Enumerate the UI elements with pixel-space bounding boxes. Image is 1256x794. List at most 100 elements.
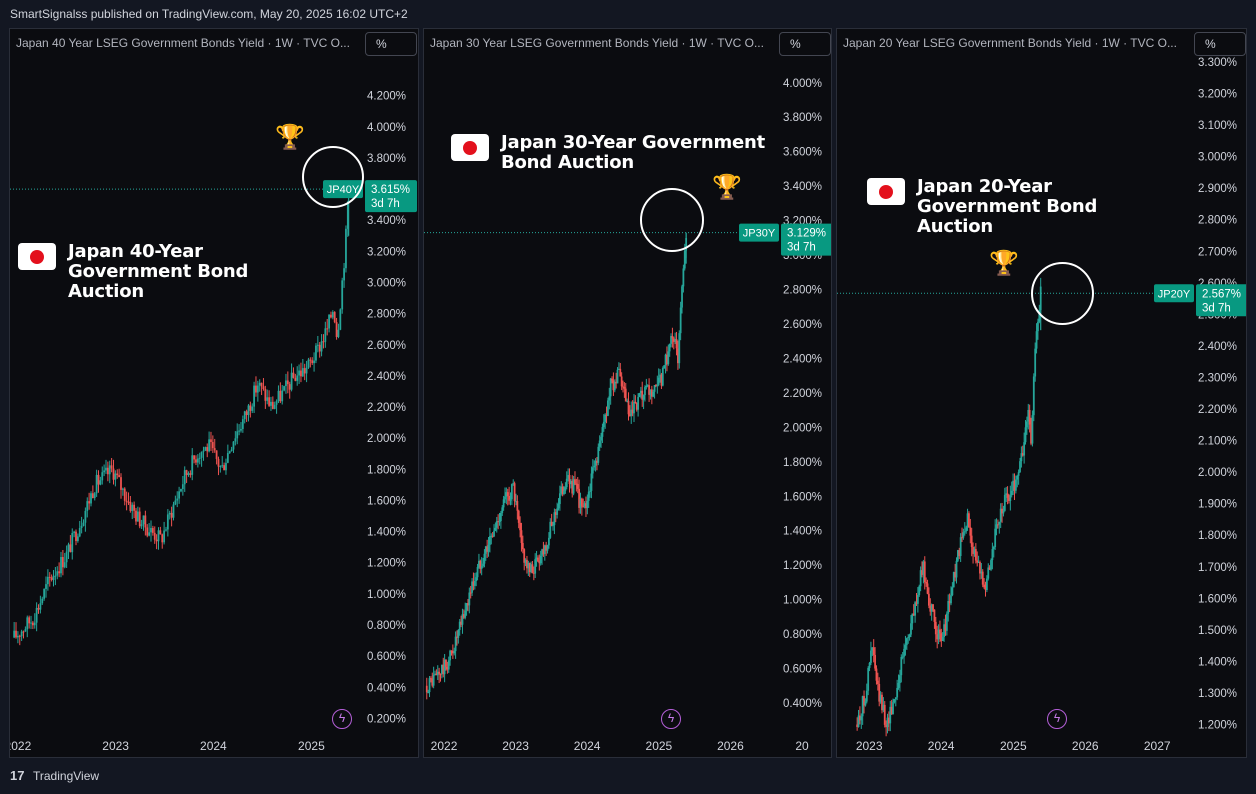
- annotation-30y: Japan 30-Year Government Bond Auction: [451, 133, 771, 173]
- y-tick-label: 2.600%: [367, 340, 406, 352]
- y-tick-label: 2.000%: [367, 433, 406, 445]
- candle-body: [88, 501, 91, 504]
- candle-body: [958, 550, 961, 557]
- candle-body: [270, 401, 272, 406]
- candle-body: [494, 527, 497, 531]
- y-tick-label: 3.400%: [783, 181, 822, 193]
- candle-body: [583, 503, 586, 507]
- candle-body: [462, 614, 465, 618]
- candle-body: [976, 560, 979, 563]
- candle-body: [980, 571, 983, 574]
- candle-body: [251, 406, 254, 411]
- candle-body: [630, 409, 633, 416]
- percent-scale-button[interactable]: %: [365, 32, 417, 56]
- candle-body: [921, 570, 923, 575]
- tradingview-logo-icon[interactable]: 17: [10, 768, 25, 783]
- candle-body: [552, 525, 554, 527]
- candle-body: [146, 527, 149, 536]
- lightning-icon[interactable]: ϟ: [1047, 709, 1067, 729]
- candle-body: [576, 484, 579, 489]
- candle-body: [638, 393, 641, 397]
- symbol-tag: [739, 223, 779, 242]
- candle-body: [613, 381, 616, 391]
- candle-body: [181, 484, 184, 489]
- candle-body: [672, 338, 675, 342]
- percent-scale-button[interactable]: %: [1194, 32, 1246, 56]
- last-value-label: 3.615%: [371, 184, 410, 196]
- candle-body: [635, 403, 638, 410]
- candle-body: [469, 592, 472, 594]
- y-tick-label: 1.800%: [1198, 530, 1237, 542]
- candle-body: [675, 339, 678, 349]
- y-tick-label: 1.600%: [1198, 593, 1237, 605]
- lightning-icon[interactable]: ϟ: [661, 709, 681, 729]
- y-tick-label: 3.800%: [367, 153, 406, 165]
- candle-body: [532, 572, 535, 574]
- y-tick-label: 2.300%: [1198, 372, 1237, 384]
- y-tick-label: 3.200%: [1198, 89, 1237, 101]
- candle-body: [934, 621, 937, 635]
- candle-body: [991, 549, 994, 561]
- tradingview-brand[interactable]: TradingView: [33, 769, 100, 783]
- candle-body: [159, 530, 162, 535]
- candle-body: [984, 587, 987, 591]
- candle-body: [863, 696, 865, 706]
- candle-body: [510, 484, 513, 500]
- candle-body: [857, 715, 860, 727]
- candle-body: [168, 512, 171, 515]
- candle-body: [1024, 427, 1027, 443]
- candle-body: [67, 544, 70, 552]
- candle-body: [127, 501, 130, 503]
- y-tick-label: 2.600%: [783, 319, 822, 331]
- candle-body: [331, 312, 334, 318]
- percent-scale-button[interactable]: %: [779, 32, 831, 56]
- candle-body: [912, 613, 915, 616]
- candle-body: [290, 372, 293, 390]
- symbol-label: JP20Y: [1158, 288, 1191, 300]
- candle-body: [517, 510, 520, 523]
- y-tick-label: 0.800%: [783, 629, 822, 641]
- candle-body: [622, 386, 624, 388]
- x-tick-label: 20: [795, 739, 809, 753]
- candle-body: [594, 460, 597, 466]
- candles: [425, 232, 688, 700]
- candle-body: [648, 385, 650, 395]
- candle-body: [608, 396, 611, 401]
- y-tick-label: 1.200%: [783, 560, 822, 572]
- candle-body: [941, 637, 944, 642]
- candle-body: [642, 395, 645, 400]
- y-tick-label: 0.600%: [783, 664, 822, 676]
- candle-body: [479, 560, 482, 569]
- chart-title: Japan 20 Year LSEG Government Bonds Yiel…: [843, 36, 1177, 50]
- y-tick-label: 2.800%: [1198, 215, 1237, 227]
- candle-body: [324, 328, 327, 342]
- candle-body: [925, 582, 928, 584]
- candle-body: [926, 583, 929, 594]
- y-tick-label: 1.600%: [783, 491, 822, 503]
- candle-body: [628, 414, 631, 416]
- candle-body: [258, 382, 261, 386]
- candle-body: [992, 546, 995, 550]
- candle-body: [60, 557, 62, 574]
- candle-body: [521, 542, 524, 550]
- candle-body: [22, 631, 25, 633]
- chart-panel-jp20y[interactable]: 3.300% 3.200% 3.100% 3.000% 2.900% 2.800% 2.70…: [836, 28, 1247, 758]
- candle-body: [561, 486, 564, 495]
- candle-body: [997, 524, 999, 526]
- candle-body: [176, 498, 179, 501]
- lightning-icon[interactable]: ϟ: [332, 709, 352, 729]
- chart-panel-jp40y[interactable]: 4.200%4.000%3.800%3.600%3.400%3.200%3.00…: [9, 28, 419, 758]
- chart-panel-jp30y[interactable]: 4.000% 3.800% 3.600% 3.400% 3.200% 3.000% 2.80…: [423, 28, 832, 758]
- candle-body: [183, 470, 186, 485]
- candle-body: [574, 479, 576, 484]
- candle-body: [587, 491, 590, 501]
- candle-body: [1008, 497, 1010, 501]
- y-tick-label: 1.300%: [1198, 688, 1237, 700]
- candle-body: [860, 716, 863, 721]
- candle-body: [568, 475, 571, 485]
- candle-body: [569, 480, 572, 485]
- candle-body: [671, 335, 674, 339]
- candle-body: [468, 592, 471, 606]
- candle-body: [172, 504, 175, 518]
- candle-body: [439, 673, 442, 675]
